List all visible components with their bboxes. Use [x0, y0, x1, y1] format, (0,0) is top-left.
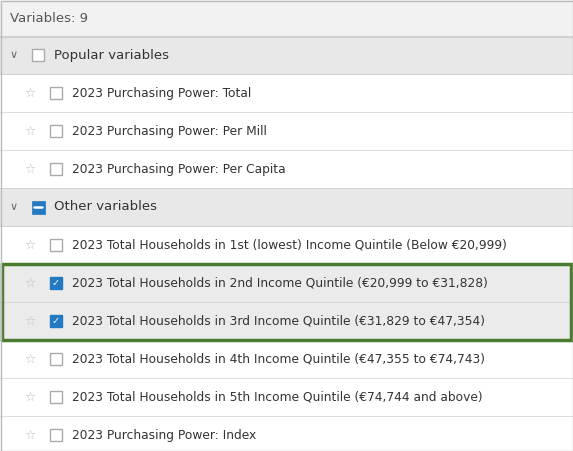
Text: ✓: ✓ [52, 278, 60, 288]
Text: 2023 Purchasing Power: Per Mill: 2023 Purchasing Power: Per Mill [72, 124, 267, 138]
Text: Variables: 9: Variables: 9 [10, 11, 88, 24]
Text: 2023 Total Households in 2nd Income Quintile (€20,999 to €31,828): 2023 Total Households in 2nd Income Quin… [72, 276, 488, 290]
Bar [0, 150, 573, 188]
Bar [0, 302, 573, 340]
Bar [0, 0, 573, 37]
Text: ☆: ☆ [25, 314, 36, 327]
Bar [0, 188, 573, 226]
Text: 2023 Purchasing Power: Total: 2023 Purchasing Power: Total [72, 87, 251, 100]
Text: ☆: ☆ [25, 162, 36, 175]
Bar [0, 416, 573, 451]
Bar [50, 87, 62, 99]
Text: ✓: ✓ [52, 316, 60, 326]
Bar [0, 112, 573, 150]
Text: 2023 Purchasing Power: Index: 2023 Purchasing Power: Index [72, 428, 256, 442]
Bar [0, 74, 573, 112]
Bar [32, 201, 45, 213]
Text: ☆: ☆ [25, 428, 36, 442]
Bar [50, 277, 62, 289]
Bar [0, 340, 573, 378]
Text: 2023 Purchasing Power: Per Capita: 2023 Purchasing Power: Per Capita [72, 162, 285, 175]
Bar [32, 49, 44, 61]
Bar [50, 239, 62, 251]
Bar [50, 163, 62, 175]
Text: ☆: ☆ [25, 239, 36, 252]
Text: ☆: ☆ [25, 276, 36, 290]
Bar [50, 429, 62, 441]
Text: 2023 Total Households in 4th Income Quintile (€47,355 to €74,743): 2023 Total Households in 4th Income Quin… [72, 353, 485, 365]
Bar [50, 353, 62, 365]
Text: Other variables: Other variables [54, 201, 157, 213]
Text: ☆: ☆ [25, 124, 36, 138]
Bar [50, 125, 62, 137]
Text: ∨: ∨ [10, 202, 18, 212]
Bar [0, 378, 573, 416]
Text: ☆: ☆ [25, 391, 36, 404]
Text: ☆: ☆ [25, 353, 36, 365]
Text: ☆: ☆ [25, 87, 36, 100]
Bar [50, 391, 62, 403]
Text: Popular variables: Popular variables [54, 49, 169, 61]
Bar [2, 264, 571, 340]
Bar [0, 226, 573, 264]
Text: 2023 Total Households in 3rd Income Quintile (€31,829 to €47,354): 2023 Total Households in 3rd Income Quin… [72, 314, 485, 327]
Bar [0, 264, 573, 302]
Bar [50, 315, 62, 327]
Bar [0, 36, 573, 74]
Text: ∨: ∨ [10, 50, 18, 60]
Text: 2023 Total Households in 1st (lowest) Income Quintile (Below €20,999): 2023 Total Households in 1st (lowest) In… [72, 239, 507, 252]
Text: 2023 Total Households in 5th Income Quintile (€74,744 and above): 2023 Total Households in 5th Income Quin… [72, 391, 482, 404]
